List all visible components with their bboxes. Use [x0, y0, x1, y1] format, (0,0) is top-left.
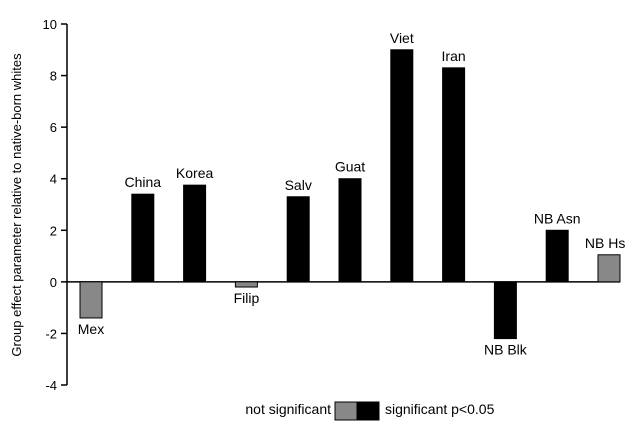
legend: not significant significant p<0.05	[245, 401, 495, 421]
y-tick-label: -2	[45, 326, 57, 341]
bar-viet	[390, 49, 414, 283]
bar-iran	[442, 67, 466, 283]
category-label: Salv	[285, 177, 312, 193]
legend-swatch-not-significant	[334, 401, 358, 421]
legend-label-not-significant: not significant	[245, 401, 331, 417]
category-label: Viet	[390, 30, 414, 46]
bar-salv	[286, 196, 310, 283]
bar-filip	[234, 281, 258, 288]
y-tick-label: 2	[50, 223, 57, 238]
bar-guat	[338, 178, 362, 283]
y-tick-label: 10	[43, 17, 57, 32]
category-label: Guat	[335, 159, 365, 175]
category-label: NB Asn	[534, 210, 581, 226]
category-label: Iran	[442, 48, 466, 64]
y-tick-label: 8	[50, 69, 57, 84]
y-tick-label: 0	[50, 275, 57, 290]
category-label: Mex	[78, 321, 104, 337]
bar-china	[131, 193, 155, 283]
category-labels: Mex China Korea Filip Salv Guat Viet Iran NB Blk…	[78, 30, 626, 358]
y-tick-label: 6	[50, 120, 57, 135]
bar-nb-asn	[545, 229, 569, 283]
y-tick-label: -4	[45, 378, 57, 393]
bar-nb-hsp	[597, 254, 621, 283]
bar-korea	[183, 184, 207, 283]
category-label: Filip	[234, 290, 260, 306]
y-axis: -4 -2 0 2 4 6 8 10	[43, 17, 620, 393]
category-label: NB Hsp	[585, 235, 626, 251]
category-label: Korea	[176, 165, 214, 181]
y-axis-label: Group effect parameter relative to nativ…	[9, 53, 24, 357]
bar-mex	[79, 281, 103, 319]
legend-swatch-significant	[356, 401, 380, 421]
legend-label-significant: significant p<0.05	[385, 401, 495, 417]
y-tick-label: 4	[50, 172, 57, 187]
category-label: NB Blk	[484, 342, 528, 358]
category-label: China	[125, 174, 162, 190]
bars	[79, 49, 621, 340]
bar-nb-blk	[493, 281, 517, 340]
